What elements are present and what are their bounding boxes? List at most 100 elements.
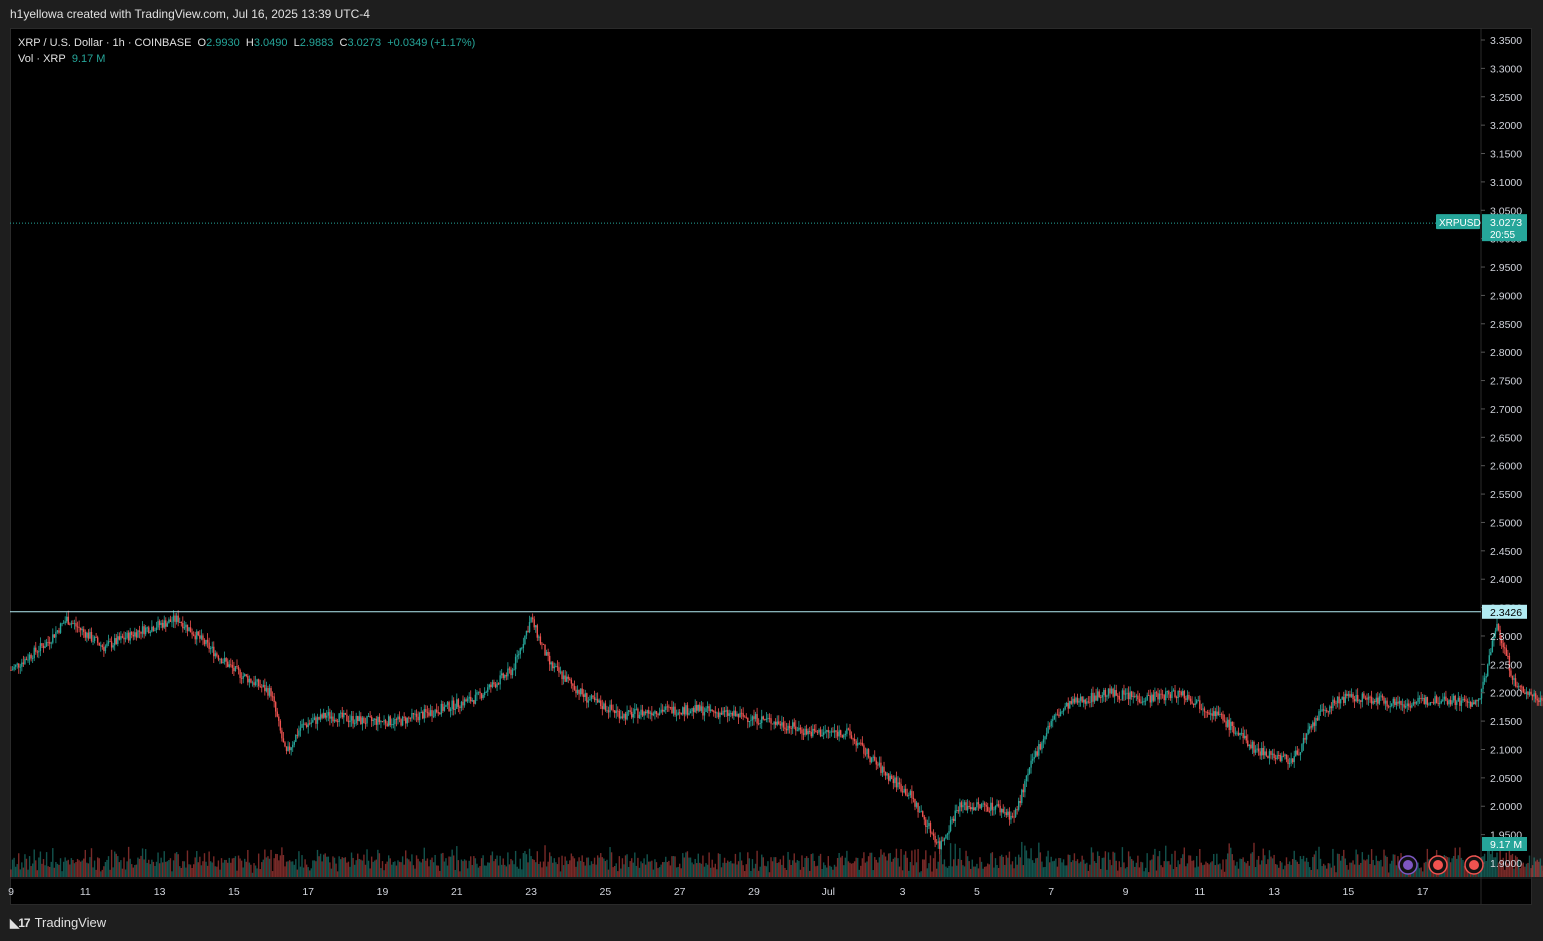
candle-body xyxy=(675,714,678,716)
volume-bar xyxy=(1228,843,1230,877)
candle-body xyxy=(179,621,181,623)
candle-body xyxy=(370,716,373,721)
volume-bar xyxy=(1132,860,1134,877)
candle-body xyxy=(973,807,975,811)
volume-bar xyxy=(1507,863,1509,877)
volume-bar xyxy=(1270,856,1272,877)
volume-bar xyxy=(1313,854,1316,877)
volume-bar xyxy=(567,864,569,877)
volume-bar xyxy=(705,863,707,877)
candle-body xyxy=(1483,677,1486,682)
volume-bar xyxy=(1171,853,1173,877)
candle-body xyxy=(333,719,336,722)
candle-body xyxy=(1352,694,1354,700)
candle-body xyxy=(310,722,312,724)
volume-bar xyxy=(638,867,641,877)
candle-body xyxy=(954,810,956,822)
volume-bar xyxy=(120,860,122,877)
candle-body xyxy=(161,622,164,628)
volume-bar xyxy=(626,854,628,877)
candle-body xyxy=(439,713,441,715)
volume-bar xyxy=(894,857,896,877)
candle-body xyxy=(1336,696,1339,704)
volume-bar xyxy=(129,858,131,877)
candle-body xyxy=(559,671,562,673)
candle-body xyxy=(462,701,464,706)
candle-body xyxy=(1112,688,1114,697)
volume-bar xyxy=(248,862,251,877)
candle-body xyxy=(79,627,82,631)
candle-body xyxy=(1267,755,1269,759)
volume-bar xyxy=(940,848,942,877)
volume-bar xyxy=(918,872,921,877)
volume-bar xyxy=(290,861,292,877)
volume-bar xyxy=(610,852,613,877)
candle-body xyxy=(319,714,322,720)
candle-body xyxy=(538,636,540,638)
volume-bar xyxy=(745,864,747,877)
candle-body xyxy=(931,832,933,834)
volume-bar xyxy=(904,851,907,877)
candle-body xyxy=(228,664,230,667)
candle-body xyxy=(11,669,14,671)
volume-bar xyxy=(163,851,165,877)
candle-body xyxy=(186,624,189,632)
volume-bar xyxy=(1086,862,1088,877)
candle-body xyxy=(603,703,605,709)
candle-body xyxy=(722,710,724,715)
candle-body xyxy=(1188,694,1190,699)
candle-body xyxy=(982,803,984,805)
volume-bar xyxy=(231,858,234,877)
candle-body xyxy=(1364,697,1367,699)
volume-bar xyxy=(454,869,456,877)
volume-bar xyxy=(1457,855,1460,877)
volume-bar xyxy=(1267,859,1269,877)
volume-bar xyxy=(1454,847,1456,877)
volume-bar xyxy=(185,867,187,877)
candle-body xyxy=(1061,711,1063,713)
candle-body xyxy=(1194,703,1196,706)
candle-body xyxy=(798,727,800,731)
volume-bar xyxy=(983,866,986,877)
candle-body xyxy=(1463,698,1466,701)
candle-body xyxy=(1242,732,1244,739)
volume-bar xyxy=(38,857,40,877)
candle-body xyxy=(1500,639,1503,644)
candle-body xyxy=(757,723,760,725)
candle-body xyxy=(177,615,179,623)
candle-body xyxy=(1121,690,1124,700)
volume-bar xyxy=(230,862,232,877)
volume-bar xyxy=(1395,865,1398,877)
candle-body xyxy=(284,742,286,747)
volume-bar xyxy=(963,866,966,877)
volume-bar xyxy=(19,869,21,877)
volume-bar xyxy=(1194,867,1196,877)
candle-body xyxy=(1174,690,1176,698)
candle-body xyxy=(915,802,918,807)
chart-frame[interactable] xyxy=(10,28,1532,905)
candle-body xyxy=(1234,732,1237,734)
candle-body xyxy=(1078,700,1080,703)
volume-bar xyxy=(216,866,218,877)
volume-bar xyxy=(123,857,125,877)
candle-body xyxy=(809,731,811,732)
candle-body xyxy=(754,714,757,719)
volume-bar xyxy=(1326,868,1328,877)
volume-bar xyxy=(764,865,766,877)
volume-bar xyxy=(1274,864,1277,877)
candle-body xyxy=(510,669,512,676)
candle-body xyxy=(132,634,134,637)
volume-bar xyxy=(1177,860,1179,877)
volume-bar xyxy=(256,868,258,877)
candle-body xyxy=(391,724,393,726)
candle-body xyxy=(285,746,288,751)
candle-body xyxy=(1163,695,1165,701)
candle-body xyxy=(346,714,348,722)
candle-body xyxy=(997,804,1000,806)
candle-body xyxy=(977,802,980,805)
volume-bar xyxy=(90,848,93,877)
candle-body xyxy=(213,646,215,657)
candle-body xyxy=(669,706,672,708)
candle-body xyxy=(313,717,316,721)
